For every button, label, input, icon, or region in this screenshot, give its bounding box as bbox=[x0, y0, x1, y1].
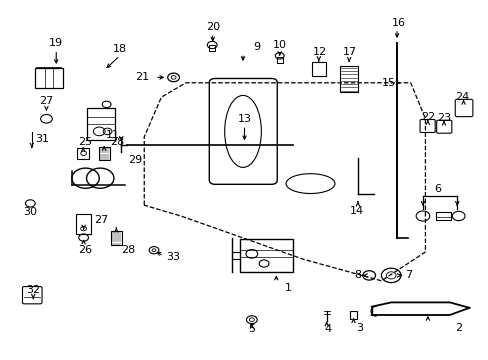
Text: 17: 17 bbox=[342, 47, 356, 57]
Text: 2: 2 bbox=[454, 323, 461, 333]
Text: 28: 28 bbox=[110, 137, 124, 147]
Text: 30: 30 bbox=[23, 207, 37, 217]
Text: 12: 12 bbox=[313, 47, 326, 57]
Text: 3: 3 bbox=[355, 323, 362, 333]
Text: 1: 1 bbox=[285, 283, 291, 293]
Text: 4: 4 bbox=[324, 324, 330, 334]
Text: 25: 25 bbox=[79, 137, 92, 147]
Text: 7: 7 bbox=[404, 270, 411, 280]
Text: 32: 32 bbox=[26, 285, 40, 295]
Text: 6: 6 bbox=[433, 184, 440, 194]
Text: 28: 28 bbox=[121, 245, 135, 255]
Text: 22: 22 bbox=[420, 112, 434, 122]
Text: 10: 10 bbox=[272, 40, 286, 50]
Text: 5: 5 bbox=[248, 324, 255, 334]
Text: 8: 8 bbox=[354, 270, 361, 280]
Text: 33: 33 bbox=[166, 252, 180, 262]
Text: 21: 21 bbox=[135, 72, 149, 82]
Text: 11: 11 bbox=[105, 130, 120, 140]
Text: 31: 31 bbox=[35, 134, 49, 144]
Text: 13: 13 bbox=[237, 114, 251, 124]
Text: 24: 24 bbox=[454, 92, 468, 102]
Text: 27: 27 bbox=[39, 96, 54, 106]
Text: 16: 16 bbox=[391, 18, 405, 28]
Text: 19: 19 bbox=[49, 38, 63, 48]
Text: 29: 29 bbox=[128, 155, 142, 165]
Text: 23: 23 bbox=[436, 113, 450, 123]
Text: 15: 15 bbox=[381, 78, 395, 88]
Text: 9: 9 bbox=[253, 42, 260, 52]
Text: 14: 14 bbox=[349, 206, 363, 216]
Text: 27: 27 bbox=[94, 215, 108, 225]
Text: 20: 20 bbox=[205, 22, 219, 32]
Text: 26: 26 bbox=[79, 245, 92, 255]
Text: 18: 18 bbox=[113, 44, 126, 54]
